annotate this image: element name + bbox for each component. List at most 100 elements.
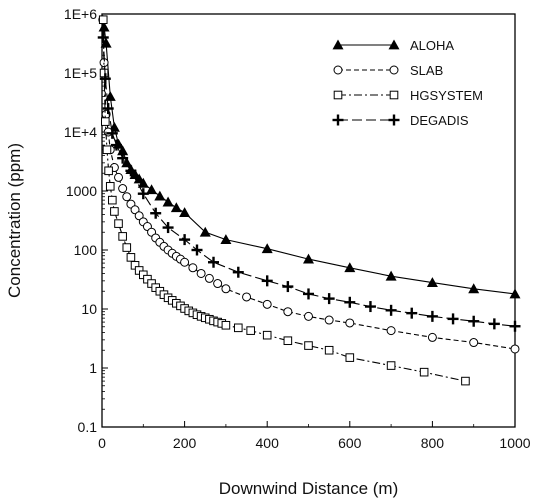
data-point-degadis (232, 266, 244, 278)
y-tick-label: 1E+4 (64, 124, 97, 140)
legend-label: ALOHA (410, 38, 454, 53)
data-point-aloha (137, 177, 149, 188)
data-point-hgsystem (233, 323, 243, 333)
data-point-hgsystem (110, 207, 119, 216)
data-point-hgsystem (304, 341, 313, 350)
legend-item-aloha: ALOHA (332, 38, 454, 53)
data-point-hgsystem (246, 326, 255, 335)
legend: ALOHA SLAB HGSYSTEM DEGADIS (332, 38, 483, 128)
data-point-slab (134, 211, 144, 221)
data-point-hgsystem (283, 336, 293, 346)
data-point-degadis (364, 301, 376, 313)
x-tick-label: 800 (421, 435, 445, 451)
data-point-slab (427, 332, 437, 342)
data-point-hgsystem (324, 345, 334, 355)
data-point-hgsystem (122, 243, 132, 252)
data-point-degadis (117, 152, 129, 164)
data-point-hgsystem (118, 232, 127, 241)
series-degadis (97, 31, 521, 332)
data-point-degadis (261, 275, 273, 287)
data-point-degadis (191, 244, 203, 256)
series-aloha (98, 21, 521, 299)
data-point-degadis (150, 207, 162, 219)
data-point-slab (221, 284, 231, 294)
series-hgsystem (98, 15, 470, 386)
data-point-aloha (154, 190, 166, 201)
data-point-degadis (426, 310, 438, 322)
data-point-aloha (162, 196, 174, 207)
legend-marker (388, 114, 400, 126)
data-point-degadis (385, 304, 397, 316)
data-point-slab (130, 205, 140, 215)
x-tick-label: 200 (173, 435, 197, 451)
data-point-slab (118, 184, 128, 194)
legend-label: HGSYSTEM (410, 88, 483, 103)
series-line-aloha (103, 27, 516, 295)
data-point-slab (386, 326, 396, 336)
y-tick-label: 1E+5 (64, 65, 97, 81)
data-point-hgsystem (104, 166, 113, 176)
data-point-aloha (303, 253, 314, 264)
y-tick-label: 0.1 (78, 419, 98, 435)
data-point-slab (122, 192, 132, 202)
data-point-degadis (208, 256, 220, 268)
data-point-degadis (102, 103, 114, 115)
data-point-hgsystem (99, 68, 109, 78)
data-point-degadis (162, 222, 174, 234)
x-tick-label: 0 (98, 435, 106, 451)
legend-marker (389, 90, 399, 100)
data-point-hgsystem (386, 361, 396, 370)
data-point-slab (114, 172, 124, 182)
data-point-aloha (104, 90, 116, 101)
data-point-aloha (179, 207, 191, 218)
data-point-degadis (509, 320, 521, 332)
data-point-slab (283, 307, 293, 317)
y-tick-label: 100 (74, 242, 98, 258)
legend-label: SLAB (410, 63, 443, 78)
data-point-aloha (199, 226, 211, 237)
data-point-slab (196, 268, 206, 278)
data-point-slab (204, 273, 214, 283)
legend-item-degadis: DEGADIS (332, 113, 469, 128)
data-point-aloha (385, 270, 397, 281)
data-point-aloha (170, 202, 182, 213)
data-point-degadis (137, 188, 149, 200)
x-axis-title: Downwind Distance (m) (219, 479, 399, 498)
legend-marker (332, 39, 344, 50)
data-point-degadis (344, 296, 356, 308)
data-point-degadis (106, 127, 118, 139)
series-slab (98, 15, 520, 354)
legend-marker (333, 65, 343, 75)
series-line-degadis (102, 37, 516, 327)
data-point-hgsystem (262, 330, 272, 340)
y-tick-label: 1 (89, 360, 97, 376)
data-point-degadis (99, 73, 111, 85)
legend-marker (388, 39, 400, 50)
data-point-hgsystem (419, 367, 429, 377)
data-point-degadis (282, 281, 294, 293)
data-point-hgsystem (108, 195, 117, 205)
data-point-hgsystem (461, 376, 470, 386)
data-point-aloha (98, 21, 110, 32)
x-tick-label: 600 (338, 435, 362, 451)
x-tick-label: 400 (256, 435, 280, 451)
data-point-degadis (97, 31, 109, 43)
series-layer (97, 15, 521, 386)
data-point-slab (469, 338, 479, 348)
legend-label: DEGADIS (410, 113, 469, 128)
data-point-aloha (146, 184, 158, 195)
data-point-slab (510, 344, 520, 354)
data-point-degadis (468, 315, 480, 327)
data-point-degadis (406, 307, 418, 319)
legend-marker (389, 65, 399, 75)
data-point-degadis (110, 139, 122, 151)
data-point-hgsystem (345, 353, 355, 362)
data-point-degadis (303, 288, 314, 300)
legend-marker (332, 114, 344, 126)
data-point-aloha (344, 262, 356, 273)
data-point-slab (262, 299, 272, 309)
data-point-degadis (125, 165, 137, 177)
legend-item-hgsystem: HGSYSTEM (333, 88, 483, 103)
data-point-slab (180, 257, 190, 267)
data-point-aloha (220, 234, 232, 245)
